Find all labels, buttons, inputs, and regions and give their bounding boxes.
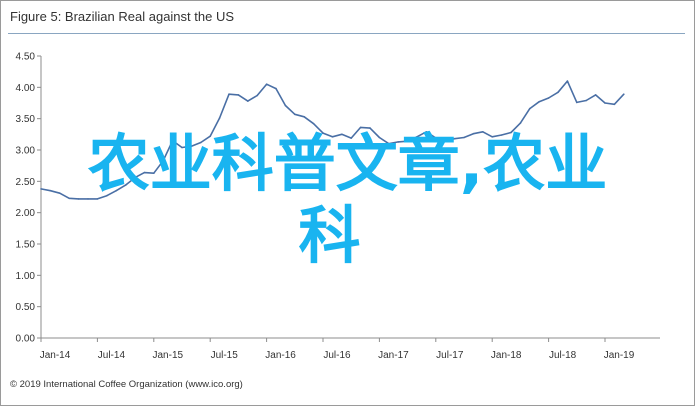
data-point	[49, 189, 52, 192]
data-point	[96, 198, 99, 200]
data-point	[416, 136, 418, 138]
data-point	[265, 83, 268, 85]
x-tick-label: Jan-16	[265, 350, 296, 361]
data-point	[369, 127, 371, 129]
data-point	[547, 97, 550, 99]
data-point	[134, 176, 136, 179]
data-point	[228, 93, 230, 95]
data-point	[341, 133, 343, 136]
x-tick-label: Jul-16	[323, 350, 351, 361]
watermark-line-2: 科	[298, 199, 361, 272]
data-point	[482, 131, 484, 133]
data-point	[585, 99, 587, 102]
data-point	[623, 93, 625, 95]
data-point	[68, 197, 70, 200]
x-tick-label: Jul-14	[98, 350, 126, 361]
data-point	[171, 139, 174, 142]
x-tick-label: Jan-17	[378, 350, 409, 361]
y-tick-label: 1.50	[16, 240, 36, 251]
data-point	[472, 132, 475, 135]
data-point	[425, 131, 428, 133]
y-tick-label: 3.00	[16, 146, 36, 157]
y-tick-label: 3.50	[16, 114, 36, 125]
y-tick-label: 2.50	[16, 177, 36, 188]
x-tick-label: Jan-18	[491, 350, 522, 361]
data-point	[284, 104, 287, 107]
data-point	[594, 94, 597, 96]
data-point	[397, 141, 400, 143]
y-tick-label: 4.00	[16, 83, 36, 94]
data-point	[444, 139, 447, 142]
data-point	[529, 107, 531, 110]
data-point	[200, 141, 202, 144]
data-point	[247, 100, 249, 102]
data-point	[209, 135, 211, 137]
y-tick-label: 2.00	[16, 208, 36, 219]
data-point	[312, 122, 315, 125]
data-point	[124, 184, 127, 186]
data-point	[350, 137, 353, 139]
data-point	[538, 100, 540, 103]
data-point	[576, 101, 578, 104]
data-point	[115, 189, 117, 192]
data-point	[218, 117, 221, 119]
data-point	[162, 159, 164, 162]
watermark-overlay: 农业科普文章,农业 科	[0, 128, 695, 272]
x-axis: Jan-14 Jul-14 Jan-15 Jul-15 Jan-16 Jul-16 Jan-…	[40, 337, 660, 361]
y-tick-label: 1.00	[16, 271, 36, 282]
figure-title: Figure 5: Brazilian Real against the US	[10, 9, 235, 24]
y-tick-label: 4.50	[16, 52, 36, 63]
data-point	[59, 192, 61, 194]
x-tick-label: Jan-15	[153, 350, 184, 361]
y-axis: 0.00 0.50 1.00 1.50 2.00 2.50 3.00 3.50 4.00 4.50	[16, 52, 42, 345]
data-point	[435, 137, 437, 139]
x-tick-label: Jan-19	[604, 350, 635, 361]
data-point	[510, 131, 512, 134]
data-point	[519, 122, 522, 124]
watermark-line-1: 农业科普文章,农业	[87, 127, 608, 200]
x-tick-label: Jul-15	[211, 350, 239, 361]
y-tick-label: 0.50	[16, 302, 36, 313]
x-tick-label: Jul-17	[436, 350, 464, 361]
data-point	[303, 116, 306, 118]
data-point	[275, 87, 277, 90]
data-point	[77, 198, 80, 200]
series-group	[40, 80, 625, 200]
data-point	[463, 136, 465, 139]
data-point	[604, 102, 606, 104]
data-point	[388, 142, 390, 145]
data-point	[237, 94, 240, 96]
data-point	[181, 146, 183, 149]
data-point	[190, 145, 193, 147]
data-point	[106, 194, 108, 197]
data-point	[491, 136, 494, 138]
x-tick-label: Jul-18	[549, 350, 577, 361]
data-point	[153, 172, 155, 174]
copyright-note: © 2019 International Coffee Organization…	[10, 379, 243, 390]
data-point	[322, 132, 324, 134]
data-point	[143, 171, 146, 174]
data-point	[613, 103, 616, 106]
y-tick-label: 0.00	[16, 334, 36, 345]
data-point	[87, 198, 89, 200]
data-point	[406, 140, 409, 142]
data-point	[294, 113, 296, 116]
data-point	[453, 137, 456, 140]
x-tick-label: Jan-14	[40, 350, 71, 361]
data-point	[566, 80, 569, 82]
data-point	[40, 188, 42, 190]
data-point	[331, 136, 334, 138]
data-point	[359, 126, 362, 129]
title-divider	[8, 33, 685, 34]
data-point	[500, 134, 503, 136]
data-point	[256, 94, 259, 97]
data-point	[557, 91, 559, 94]
data-point	[378, 136, 381, 139]
